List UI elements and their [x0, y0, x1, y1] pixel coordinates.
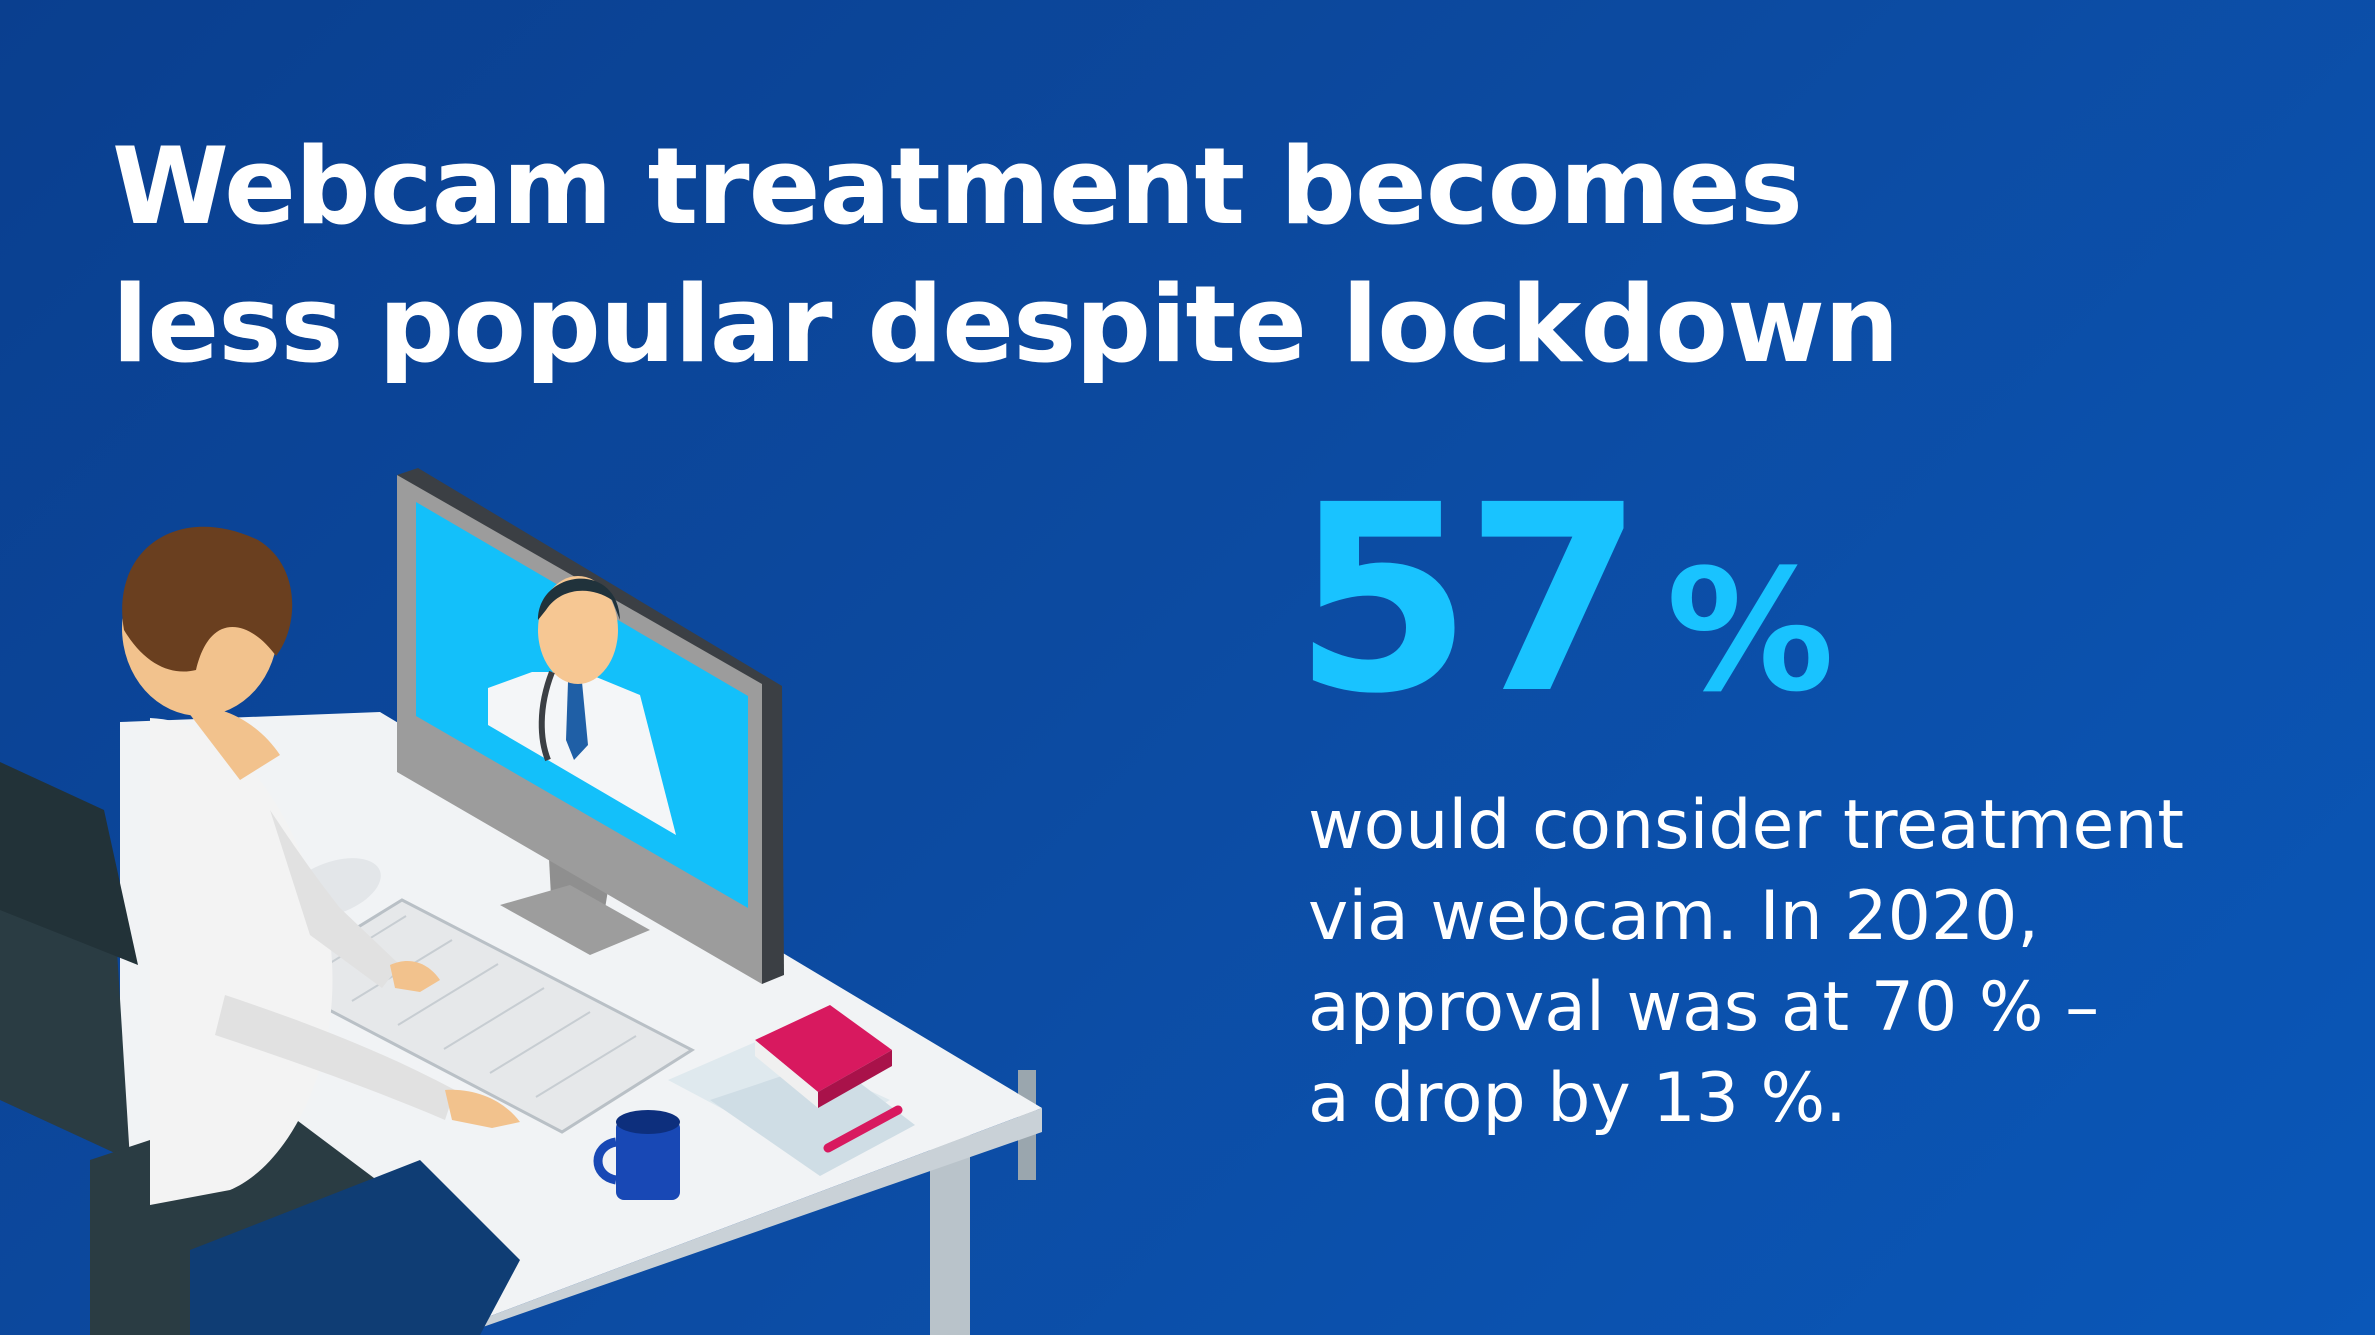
chair-headrest-icon [0, 762, 138, 965]
headline: Webcam treatment becomes less popular de… [112, 118, 2012, 394]
notebook-icon [755, 1005, 892, 1092]
headline-line-1: Webcam treatment becomes [112, 125, 1803, 248]
stat-number: 57 [1293, 450, 1644, 750]
person-hand-icon [390, 960, 440, 992]
person-legs-icon [190, 1160, 520, 1335]
doctor-coat-icon [488, 672, 676, 835]
stat-figure: 57% [1293, 470, 1834, 730]
mug-handle-icon [593, 1137, 618, 1185]
doctor-hair-icon [538, 578, 620, 620]
description-line-4: a drop by 13 %. [1308, 1059, 1847, 1138]
monitor-base-icon [500, 885, 650, 955]
pen-icon [823, 1105, 903, 1153]
desk-edge-icon [440, 1108, 1042, 1335]
person-lower-hand-icon [445, 1089, 520, 1128]
doctor-head-icon [538, 576, 618, 684]
mug-icon [616, 1120, 680, 1200]
person-forearm-icon [215, 995, 455, 1120]
description-line-3: approval was at 70 % – [1308, 968, 2100, 1047]
person-neck-icon [185, 706, 280, 780]
stat-description: would consider treatment via webcam. In … [1308, 780, 2308, 1144]
person-video-consultation-icon [0, 468, 1042, 1335]
stat-unit: % [1666, 533, 1835, 729]
person-hair-icon [122, 526, 293, 672]
description-line-2: via webcam. In 2020, [1308, 877, 2039, 956]
mug-top-icon [616, 1110, 680, 1134]
person-arm-icon [270, 810, 400, 988]
headline-line-2: less popular despite lockdown [112, 263, 1900, 386]
stethoscope-icon [538, 670, 555, 762]
description-line-1: would consider treatment [1308, 786, 2185, 865]
notebook-cover-side-icon [818, 1050, 892, 1108]
doctor-tie-icon [566, 682, 588, 760]
paper-sheet-icon [710, 1060, 915, 1176]
notebook-pages-icon [755, 1040, 818, 1108]
